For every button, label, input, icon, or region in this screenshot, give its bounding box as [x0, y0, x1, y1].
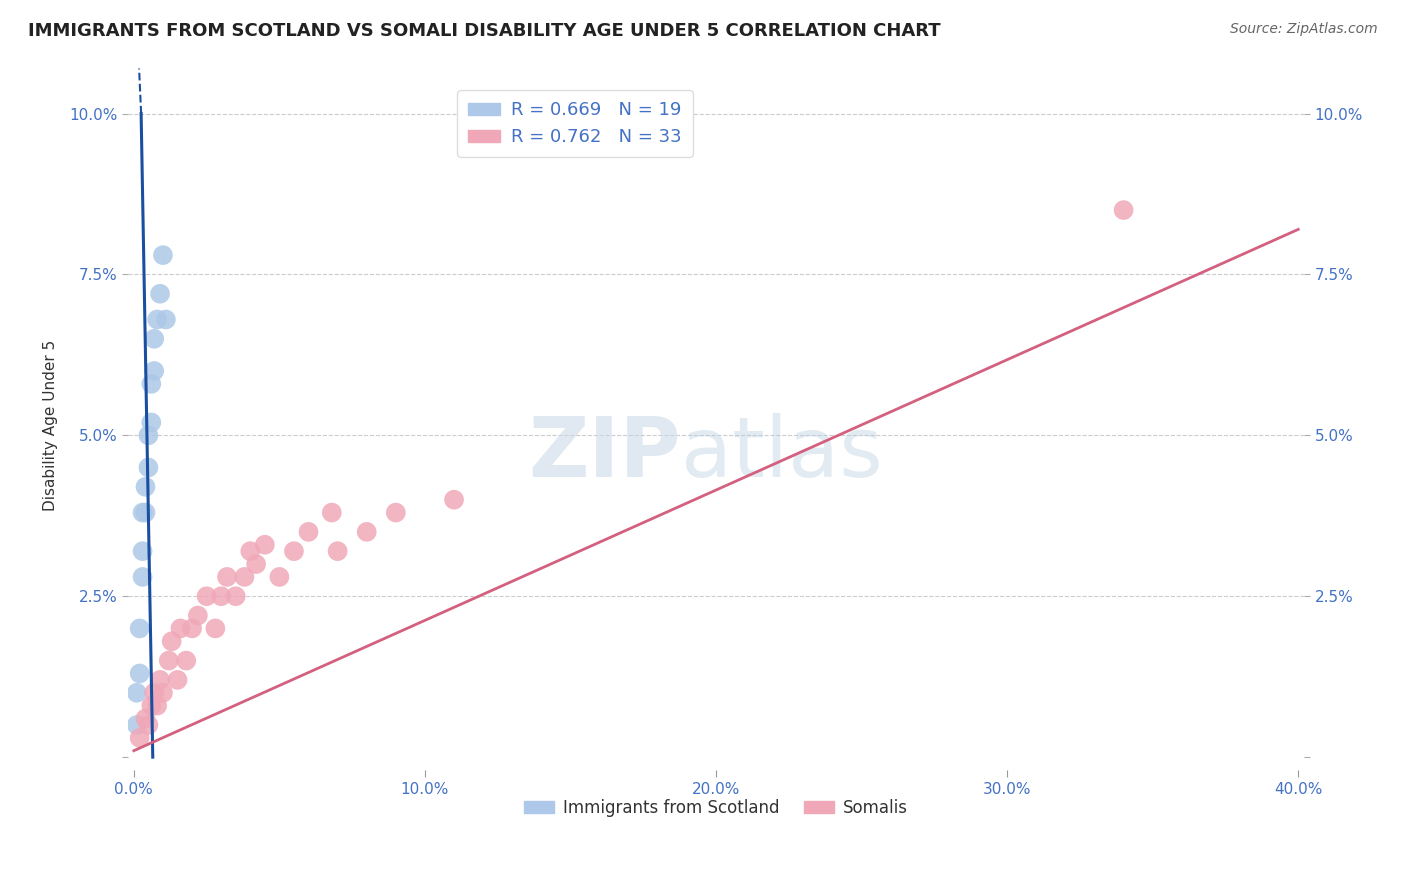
Point — [215, 570, 238, 584]
Point — [143, 364, 166, 378]
Point — [141, 698, 163, 713]
Point — [385, 506, 408, 520]
Legend: Immigrants from Scotland, Somalis: Immigrants from Scotland, Somalis — [517, 792, 914, 823]
Point — [245, 557, 267, 571]
Point — [146, 698, 169, 713]
Point — [138, 460, 160, 475]
Point — [239, 544, 262, 558]
Point — [146, 312, 169, 326]
Point — [181, 621, 204, 635]
Point — [321, 506, 343, 520]
Point — [134, 712, 156, 726]
Point — [138, 428, 160, 442]
Point — [134, 480, 156, 494]
Text: ZIP: ZIP — [529, 413, 681, 494]
Point — [128, 731, 150, 745]
Point — [253, 538, 276, 552]
Point — [128, 666, 150, 681]
Point — [326, 544, 349, 558]
Text: atlas: atlas — [681, 413, 883, 494]
Text: IMMIGRANTS FROM SCOTLAND VS SOMALI DISABILITY AGE UNDER 5 CORRELATION CHART: IMMIGRANTS FROM SCOTLAND VS SOMALI DISAB… — [28, 22, 941, 40]
Text: Source: ZipAtlas.com: Source: ZipAtlas.com — [1230, 22, 1378, 37]
Point — [166, 673, 188, 687]
Point — [131, 506, 153, 520]
Y-axis label: Disability Age Under 5: Disability Age Under 5 — [44, 340, 58, 511]
Point — [283, 544, 305, 558]
Point — [169, 621, 191, 635]
Point — [195, 589, 218, 603]
Point — [356, 524, 378, 539]
Point — [125, 686, 148, 700]
Point — [297, 524, 319, 539]
Point — [143, 686, 166, 700]
Point — [187, 608, 209, 623]
Point — [209, 589, 232, 603]
Point — [233, 570, 256, 584]
Point — [149, 286, 172, 301]
Point — [149, 673, 172, 687]
Point — [128, 621, 150, 635]
Point — [204, 621, 226, 635]
Point — [225, 589, 247, 603]
Point — [160, 634, 183, 648]
Point — [138, 718, 160, 732]
Point — [157, 654, 180, 668]
Point — [443, 492, 465, 507]
Point — [141, 376, 163, 391]
Point — [131, 570, 153, 584]
Point — [131, 544, 153, 558]
Point — [269, 570, 291, 584]
Point — [1112, 203, 1135, 218]
Point — [134, 506, 156, 520]
Point — [152, 248, 174, 262]
Point — [152, 686, 174, 700]
Point — [155, 312, 177, 326]
Point — [174, 654, 197, 668]
Point — [125, 718, 148, 732]
Point — [141, 416, 163, 430]
Point — [143, 332, 166, 346]
